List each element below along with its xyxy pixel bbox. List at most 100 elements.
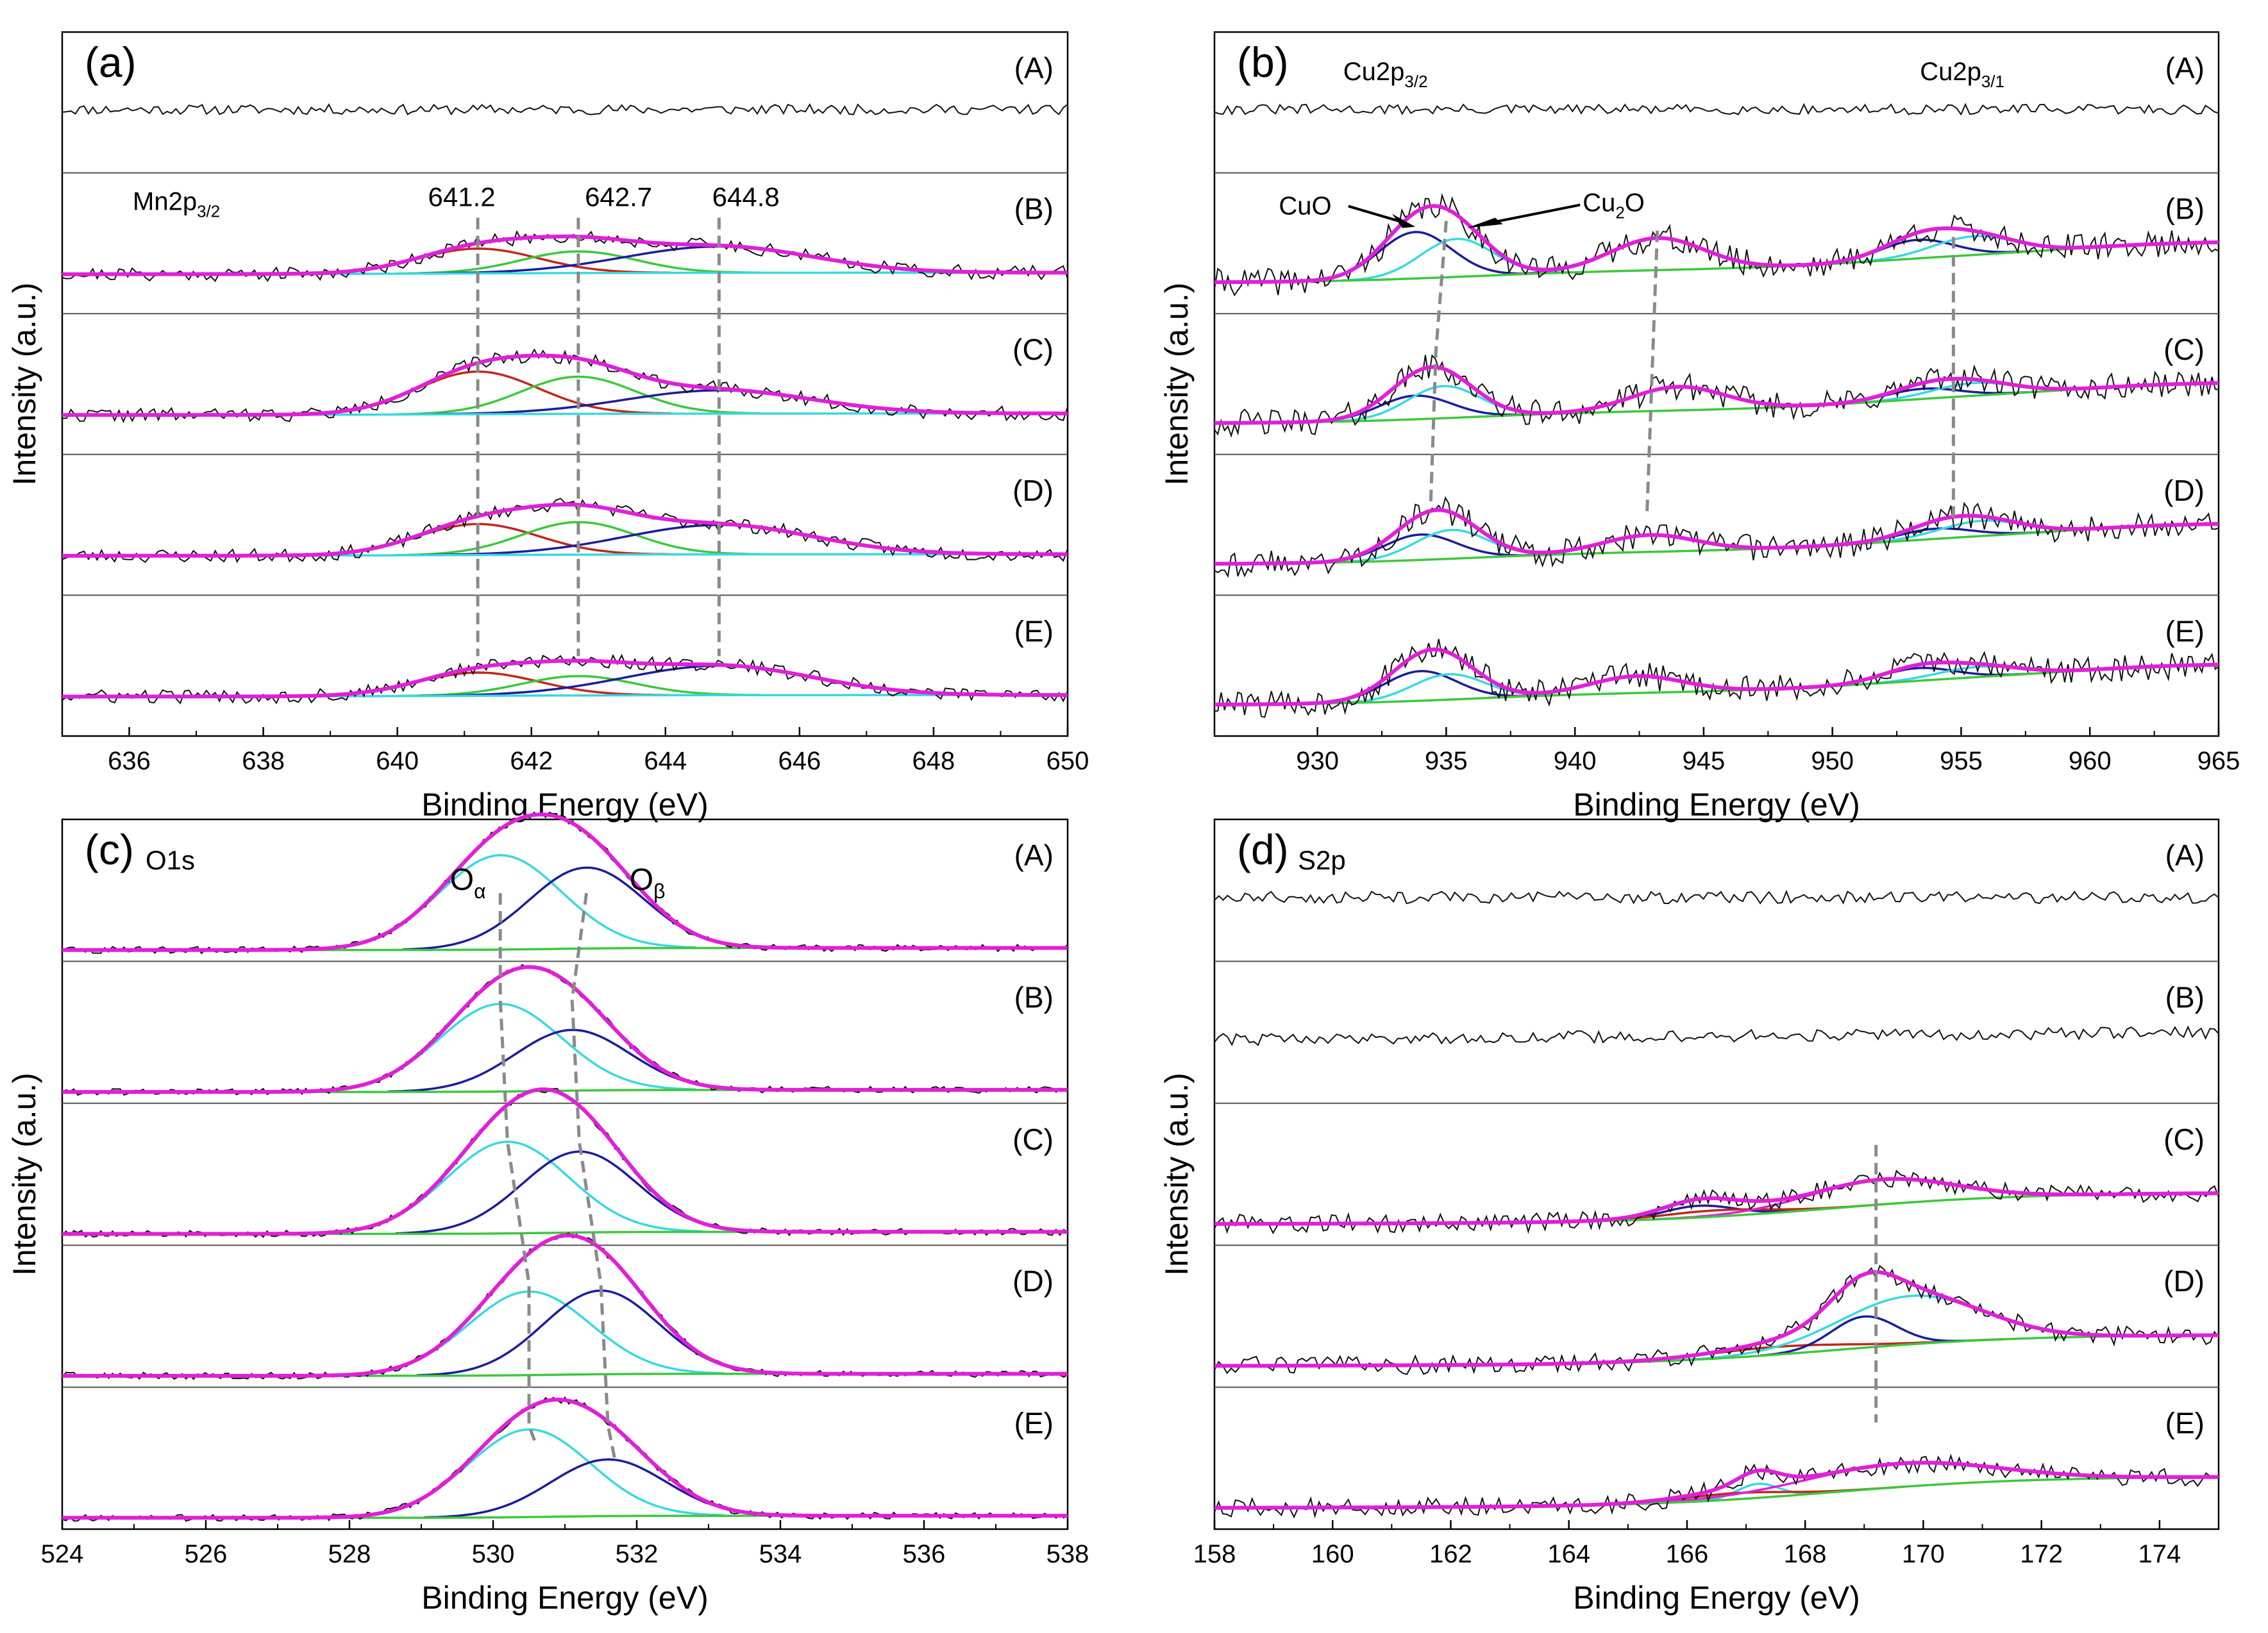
raw-spectrum xyxy=(62,103,1068,116)
raw-spectrum xyxy=(1214,103,2219,116)
envelope-curve xyxy=(62,1234,1068,1378)
spectrum-title-cu2p32: Cu2p3/2 xyxy=(1343,58,1428,91)
row-label: (C) xyxy=(1012,333,1054,366)
component-curve xyxy=(396,375,761,415)
annotation-o-beta: Oβ xyxy=(630,863,666,903)
peak-label-641-2: 641.2 xyxy=(428,182,496,212)
x-tick-label: 950 xyxy=(1811,747,1854,775)
raw-spectrum xyxy=(62,1087,1068,1238)
row-label: (C) xyxy=(2163,1123,2205,1156)
raw-spectrum xyxy=(1214,192,2219,297)
raw-spectrum xyxy=(1214,889,2219,905)
envelope-curve xyxy=(1214,647,2219,707)
envelope-curve xyxy=(1214,1270,2219,1368)
component-curve xyxy=(396,521,761,557)
x-tick-label: 168 xyxy=(1784,1540,1827,1568)
row-label: (B) xyxy=(2165,980,2205,1014)
x-tick-label: 160 xyxy=(1311,1540,1354,1568)
raw-spectrum xyxy=(62,811,1068,955)
component-curve xyxy=(396,250,761,275)
annotation-o-alpha: Oα xyxy=(450,863,486,903)
x-tick-label: 955 xyxy=(1940,747,1983,775)
component-curve xyxy=(1684,1294,2138,1361)
x-tick-label: 636 xyxy=(108,747,151,775)
y-axis-label: Intensity (a.u.) xyxy=(1159,283,1195,486)
spectrum-title-cu2p31: Cu2p3/1 xyxy=(1920,58,2004,91)
row-label: (B) xyxy=(2165,192,2205,226)
component-curve xyxy=(1760,1315,1969,1357)
panel-c-o1s: 524 526 528 530 532 534 536 538 Binding Energy (… xyxy=(6,811,1089,1616)
x-tick-label: 940 xyxy=(1554,747,1597,775)
guide-line xyxy=(498,893,538,1446)
arrowhead-cuo xyxy=(1392,214,1416,228)
annotation-cu2o: Cu2O xyxy=(1583,189,1645,222)
x-tick-label: 640 xyxy=(376,747,419,775)
envelope-curve xyxy=(1214,365,2219,425)
guide-line xyxy=(570,892,617,1462)
row-label: (C) xyxy=(2163,333,2205,366)
plot-frame xyxy=(1213,818,2220,1530)
envelope-curve xyxy=(62,812,1068,952)
background-curve xyxy=(1214,523,2219,565)
x-tick-label: 166 xyxy=(1666,1540,1709,1568)
x-tick-label: 638 xyxy=(242,747,285,775)
row-label: (A) xyxy=(1014,839,1054,872)
spectrum-title: Mn2p3/2 xyxy=(133,188,220,221)
row-label: (E) xyxy=(2165,614,2205,648)
background-curve xyxy=(1214,663,2219,706)
x-tick-label: 164 xyxy=(1547,1540,1590,1568)
background-curve xyxy=(1214,1476,2219,1509)
panel-label: (a) xyxy=(85,38,137,86)
y-axis-label: Intensity (a.u.) xyxy=(6,1073,42,1276)
plot-frame xyxy=(61,31,1069,737)
raw-spectrum xyxy=(1214,1169,2219,1235)
x-axis-label: Binding Energy (eV) xyxy=(1573,787,1860,823)
x-tick-label: 644 xyxy=(644,747,687,775)
x-tick-label: 530 xyxy=(472,1540,515,1568)
x-tick-label: 158 xyxy=(1193,1540,1236,1568)
component-curve xyxy=(1692,1482,1824,1503)
raw-spectrum xyxy=(62,230,1068,283)
x-tick-label: 960 xyxy=(2069,747,2112,775)
background-curve xyxy=(1214,381,2219,424)
panel-b-cu2p: 930 935 940 945 950 955 960 965 Binding Energy (… xyxy=(1159,31,2240,823)
row-label: (E) xyxy=(2165,1407,2205,1440)
row-label: (D) xyxy=(2163,1264,2205,1298)
envelope-curve xyxy=(62,965,1068,1094)
envelope-curve xyxy=(62,502,1068,558)
x-tick-label: 526 xyxy=(185,1540,228,1568)
row-label: (D) xyxy=(2163,474,2205,507)
y-axis-label: Intensity (a.u.) xyxy=(6,283,42,486)
panel-label: (c) xyxy=(85,826,134,873)
component-curve xyxy=(424,1458,792,1519)
raw-spectrum xyxy=(62,1396,1068,1522)
raw-spectrum xyxy=(1214,1453,2219,1519)
x-tick-label: 648 xyxy=(912,747,955,775)
component-curve xyxy=(1300,231,1531,283)
envelope-curve xyxy=(62,234,1068,276)
raw-spectrum xyxy=(1214,354,2219,438)
peak-label-644-8: 644.8 xyxy=(712,182,780,212)
guide-line xyxy=(1645,230,1659,512)
row-label: (B) xyxy=(1014,980,1054,1014)
envelope-curve xyxy=(1214,1177,2219,1226)
x-tick-label: 528 xyxy=(328,1540,371,1568)
envelope-curve xyxy=(62,1087,1068,1236)
envelope-curve xyxy=(1214,204,2219,285)
raw-spectrum xyxy=(1214,1264,2219,1375)
raw-spectrum xyxy=(1214,639,2219,718)
x-tick-label: 935 xyxy=(1425,747,1468,775)
x-tick-label: 642 xyxy=(510,747,553,775)
component-curve xyxy=(312,1140,703,1235)
x-tick-label: 945 xyxy=(1683,747,1726,775)
x-axis-label: Binding Energy (eV) xyxy=(1573,1580,1860,1616)
panel-label: (d) xyxy=(1237,826,1289,873)
x-tick-label: 174 xyxy=(2138,1540,2181,1568)
x-tick-label: 538 xyxy=(1046,1540,1089,1568)
component-curve xyxy=(388,1028,756,1093)
annotation-cuo: CuO xyxy=(1279,192,1331,221)
envelope-curve xyxy=(1214,508,2219,566)
x-tick-label: 965 xyxy=(2197,747,2240,775)
x-tick-label: 532 xyxy=(616,1540,659,1568)
